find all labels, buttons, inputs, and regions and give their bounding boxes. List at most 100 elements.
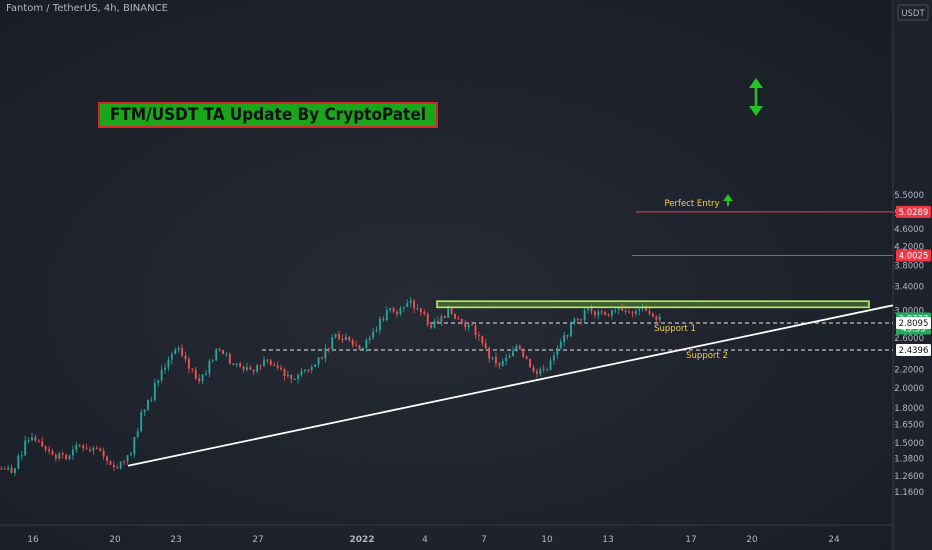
candle-body — [348, 336, 351, 341]
candle-body — [184, 355, 187, 360]
candle-body — [474, 325, 477, 336]
candle-body — [522, 348, 525, 357]
candle-body — [375, 330, 378, 332]
candle-body — [232, 363, 235, 365]
candle-body — [419, 308, 422, 313]
candle-body — [92, 447, 95, 451]
y-tick-label: 1.5000 — [894, 439, 924, 449]
y-tick-label: 2.2000 — [894, 366, 924, 376]
x-tick-label: 27 — [252, 535, 263, 545]
candle-body — [95, 447, 98, 449]
x-tick-label: 10 — [541, 535, 553, 545]
candle-body — [518, 345, 521, 349]
candle-body — [392, 308, 395, 312]
candle-body — [307, 369, 310, 371]
candle-body — [235, 363, 238, 365]
y-tick-label: 1.3800 — [894, 455, 924, 465]
candle-body — [413, 300, 416, 309]
candle-body — [249, 367, 252, 370]
candle-body — [147, 400, 149, 410]
candle-body — [17, 455, 20, 469]
candle-body — [573, 318, 576, 323]
candle-body — [580, 319, 583, 321]
candle-body — [532, 367, 535, 372]
candle-body — [600, 311, 603, 313]
candle-body — [648, 311, 651, 314]
price-label-box — [896, 205, 931, 218]
candle-body — [181, 348, 184, 356]
candle-body — [167, 359, 170, 368]
candle-body — [433, 320, 436, 328]
candle-body — [389, 308, 392, 311]
candle-body — [631, 312, 634, 314]
candle-body — [280, 367, 282, 370]
price-label-countdown: 43:55 — [901, 324, 926, 334]
candle-body — [607, 314, 610, 316]
candle-body — [334, 333, 337, 338]
candle-body — [0, 468, 3, 470]
candle-body — [539, 368, 542, 374]
candle-body — [508, 356, 511, 358]
candle-body — [379, 318, 381, 331]
candle-body — [542, 368, 545, 371]
candle-body — [177, 348, 180, 350]
candle-body — [58, 453, 61, 459]
candle-body — [44, 446, 47, 450]
candle-body — [358, 345, 361, 350]
chart-title: Fantom / TetherUS, 4h, BINANCE — [6, 3, 168, 14]
candle-body — [576, 318, 579, 320]
candle-body — [416, 308, 419, 310]
candle-body — [283, 369, 286, 377]
y-tick-label: 3.4000 — [894, 283, 924, 293]
candle-body — [85, 448, 88, 450]
price-label-text: 2.4396 — [899, 346, 929, 356]
y-tick-label: 3.0000 — [894, 307, 924, 317]
candle-body — [119, 461, 122, 469]
candle-body — [338, 333, 340, 339]
x-tick-label: 20 — [746, 535, 758, 545]
candle-body — [488, 347, 491, 359]
candle-body — [471, 324, 474, 326]
candle-body — [273, 364, 276, 366]
candle-body — [153, 382, 156, 400]
candle-body — [331, 337, 334, 349]
candle-body — [583, 310, 586, 321]
candle-body — [24, 440, 27, 456]
target-arrow-up-head — [749, 78, 763, 88]
candle-body — [634, 310, 637, 314]
candle-body — [399, 308, 402, 315]
x-tick-label: 7 — [481, 535, 487, 545]
x-tick-label: 4 — [422, 535, 428, 545]
y-tick-label: 4.6000 — [894, 225, 924, 235]
candle-body — [27, 439, 30, 441]
candle-body — [211, 360, 214, 362]
candle-body — [372, 331, 375, 338]
candle-body — [3, 468, 6, 470]
price-label-box — [896, 249, 931, 262]
candle-body — [559, 341, 562, 349]
candle-body — [89, 449, 91, 451]
candle-body — [587, 308, 590, 311]
candle-body — [51, 451, 54, 455]
y-tick-label: 3.8000 — [894, 261, 924, 271]
y-tick-label: 1.1600 — [894, 488, 924, 498]
candle-body — [324, 348, 327, 359]
candle-body — [327, 348, 330, 350]
candle-body — [136, 431, 139, 438]
y-tick-label: 1.6500 — [894, 421, 924, 431]
candle-body — [361, 348, 364, 350]
candle-body — [106, 456, 108, 461]
candle-body — [225, 354, 228, 356]
candle-body — [447, 308, 450, 318]
price-label-box — [896, 343, 931, 356]
candle-body — [628, 311, 630, 313]
candle-body — [481, 336, 484, 344]
price-label-text: 5.0289 — [899, 208, 929, 218]
candle-body — [109, 460, 112, 465]
candle-body — [385, 310, 388, 321]
candle-body — [187, 359, 190, 369]
candle-body — [75, 445, 78, 450]
x-tick-label: 13 — [602, 535, 613, 545]
candle-body — [621, 307, 624, 311]
